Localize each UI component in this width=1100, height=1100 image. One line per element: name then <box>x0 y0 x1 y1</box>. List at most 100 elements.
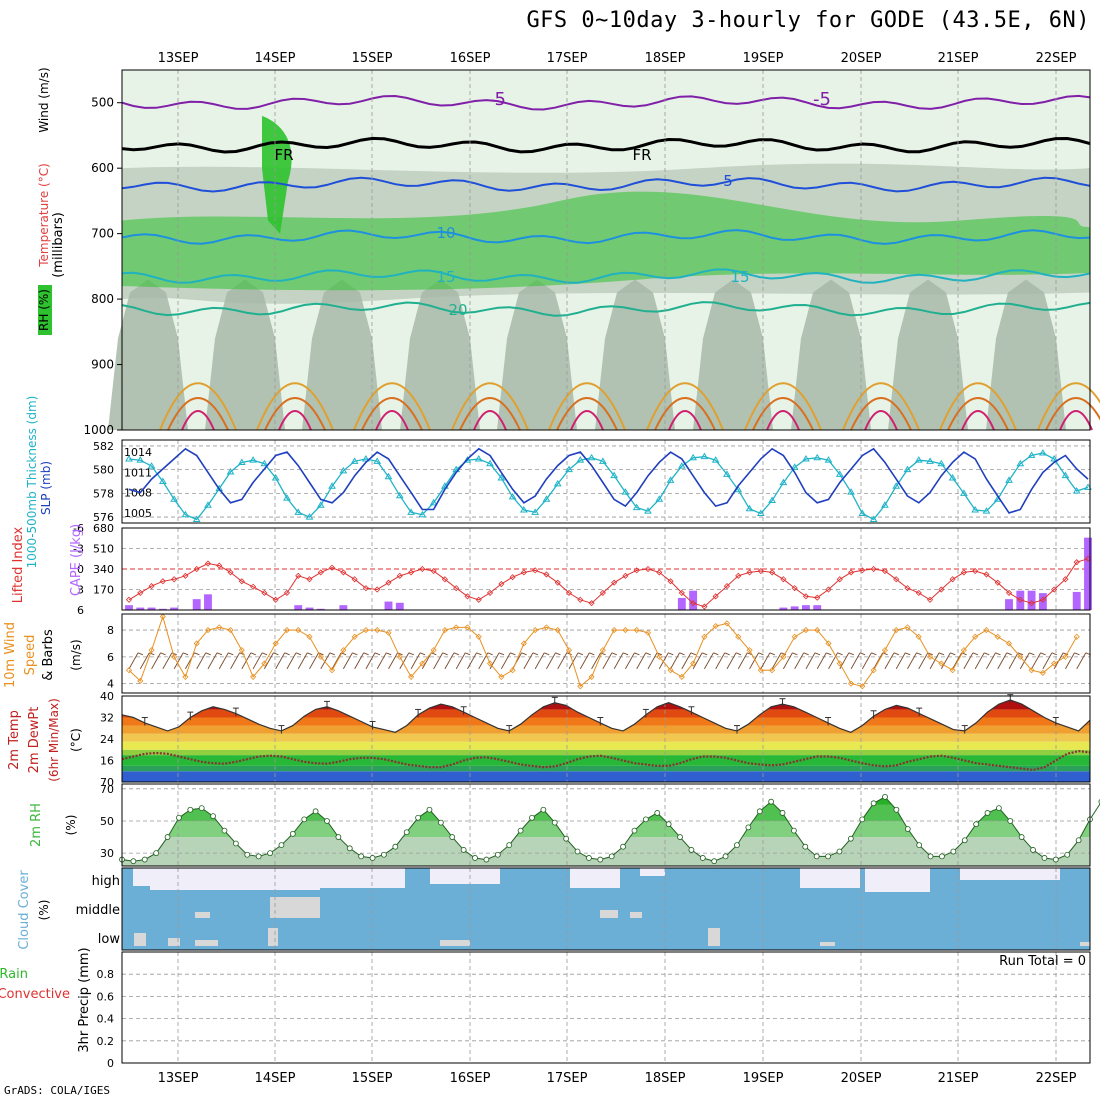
rh2m-point <box>517 827 524 834</box>
thickness-point <box>429 498 438 506</box>
thickness-point <box>486 459 494 467</box>
cape-bar <box>802 605 810 610</box>
thickness-point <box>158 477 167 484</box>
wind-barb-flag <box>1051 652 1058 656</box>
lifted-index-tick-label: 3 <box>77 584 84 597</box>
wind-speed-point <box>295 627 302 634</box>
wind-barb-flag <box>386 652 392 656</box>
wind-barb-staff <box>940 652 951 670</box>
wind-speed-point <box>656 653 663 660</box>
thickness-point <box>711 456 720 463</box>
cape-bar <box>294 605 303 610</box>
thickness-point <box>362 454 370 462</box>
isotherm-label: -5 <box>488 89 506 110</box>
wind-speed-point <box>938 660 945 667</box>
rh2m-point <box>574 848 581 855</box>
rh2m-point <box>506 842 513 848</box>
wind-speed-point <box>994 633 1001 640</box>
thickness-point <box>847 488 855 495</box>
rh2m-point <box>813 853 820 860</box>
lifted-index-point <box>690 600 697 607</box>
wind-speed-point <box>690 660 697 667</box>
wind-speed-point <box>171 653 178 660</box>
rh2m-axis-label: 2m RH <box>29 803 44 847</box>
rh2m-point <box>244 851 251 858</box>
wind-barb-flag <box>510 652 516 656</box>
cloud-gap-low <box>134 933 146 946</box>
temperature-side-label: Temperature (°C) <box>37 163 51 268</box>
wind-barb-staff <box>670 652 680 670</box>
lifted-index-cape-frame <box>121 527 1091 611</box>
wind-speed-point <box>848 680 855 687</box>
wind-barb-flag <box>769 652 775 656</box>
rh2m-point <box>722 853 729 860</box>
cloud-clear-high <box>133 868 150 886</box>
wind-speed-point <box>125 667 133 674</box>
cape-bar <box>395 602 404 610</box>
wind-barb-staff <box>331 652 342 670</box>
rh2m-point <box>745 824 752 831</box>
temp-tick-label: 24 <box>100 733 114 746</box>
thickness-tick-label: 578 <box>93 487 114 500</box>
wind-speed-point <box>791 633 798 640</box>
wind-barb-staff <box>828 652 838 670</box>
lifted-index-point <box>227 569 234 576</box>
rh2m-point <box>608 853 615 860</box>
lifted-index-point <box>374 586 381 593</box>
rh-moist-column <box>205 279 285 430</box>
wind-barb-staff <box>1031 652 1041 670</box>
wind-barb-flag <box>476 652 482 656</box>
lifted-index-point <box>453 585 460 592</box>
thickness-point <box>542 495 551 502</box>
wind-barb-staff <box>444 652 455 670</box>
thickness-tick-label: 580 <box>93 464 114 477</box>
cape-bar <box>779 607 788 610</box>
rh2m-point <box>734 842 740 848</box>
wind-barb-staff <box>579 652 590 670</box>
isotherm-line <box>121 136 1091 154</box>
wind-speed-point <box>1073 633 1080 640</box>
isotherm-diurnal-arc <box>961 410 995 431</box>
wind-barb-flag <box>1074 652 1080 656</box>
thickness-point <box>204 501 212 508</box>
wind-barb-staff <box>749 652 759 670</box>
wind-barb-staff <box>128 652 139 670</box>
slp-axis-label: SLP (mb) <box>39 461 53 515</box>
thickness-point <box>1027 451 1036 458</box>
wind-barb-flag <box>634 652 640 656</box>
thickness-tick-label: 576 <box>93 511 114 524</box>
thickness-point <box>237 458 246 466</box>
temp2m-frame <box>121 695 1091 783</box>
wind-barb-flag <box>555 652 561 656</box>
rh2m-point <box>586 855 592 861</box>
wind-speed-point <box>588 673 595 680</box>
wind-barb-staff <box>602 652 613 670</box>
rh2m-point <box>904 826 911 832</box>
rh2m-point <box>836 848 843 855</box>
wind-speed-point <box>915 633 922 640</box>
thickness-point <box>576 456 585 463</box>
thickness-point <box>474 454 483 462</box>
wind-barb-staff <box>207 652 218 670</box>
thickness-point <box>508 492 517 500</box>
thickness-point <box>305 513 314 520</box>
wind-barb-flag <box>871 652 877 656</box>
precip-run-total: Run Total = 0 <box>999 954 1086 969</box>
lifted-index-point <box>272 596 279 603</box>
bottom-date-label: 16SEP <box>450 1071 491 1086</box>
wind-speed-point <box>881 647 888 654</box>
thickness-point <box>689 453 698 461</box>
rh2m-point <box>620 843 626 850</box>
cloud-clear-high <box>150 868 320 890</box>
wind-barb-staff <box>805 652 816 670</box>
slp-tick-label: 1008 <box>124 487 152 500</box>
lifted-index-point <box>870 565 877 573</box>
wind-barb-staff <box>467 652 477 670</box>
wind-speed-point <box>972 633 979 640</box>
thickness-point <box>147 462 156 469</box>
rh2m-point <box>1064 851 1071 858</box>
rh2m-point <box>381 851 387 858</box>
wind-speed-point <box>1005 640 1013 647</box>
wind-speed-point <box>565 647 573 654</box>
cape-bar <box>1005 599 1013 610</box>
